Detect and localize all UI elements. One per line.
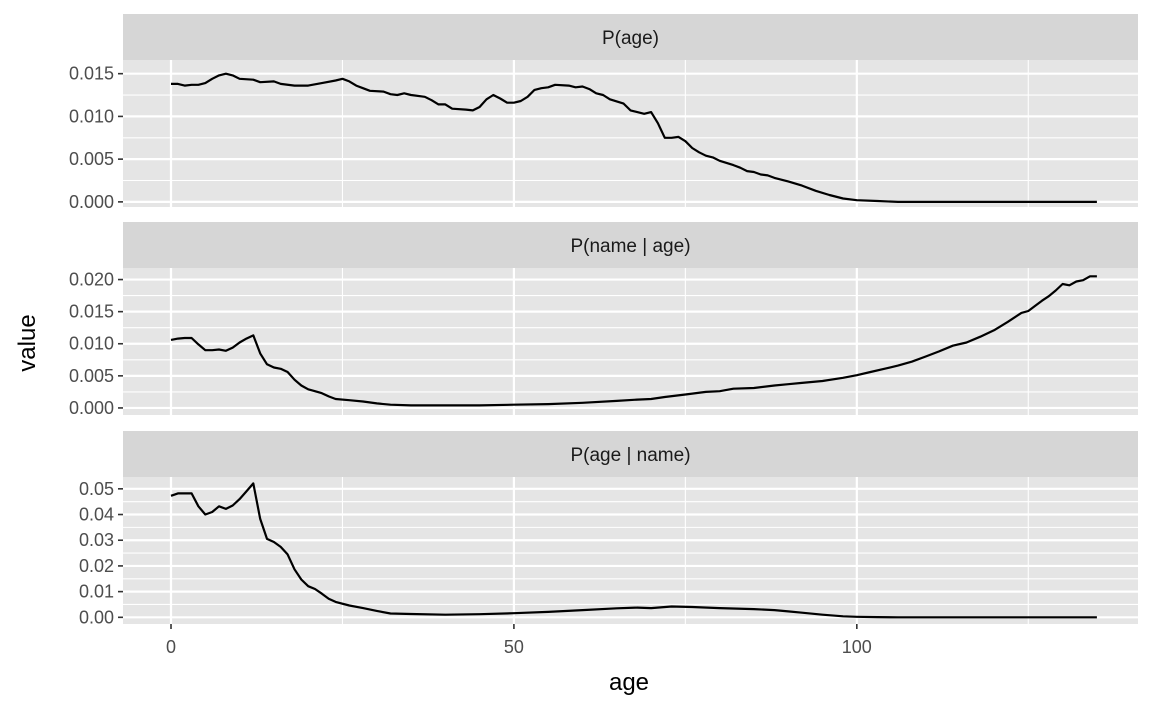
facet-strip [123, 222, 1138, 268]
panel-background [123, 268, 1138, 415]
y-tick-label: 0.02 [79, 556, 114, 576]
panel-2: P(name | age) 0.000 0.005 0.010 0.015 0.020 [69, 222, 1138, 418]
facet-strip-label: P(age) [602, 28, 659, 49]
y-tick-label: 0.005 [69, 149, 114, 169]
data-line [170, 275, 1097, 407]
facet-strip [123, 14, 1138, 60]
y-axis-title: value [14, 314, 41, 371]
y-tick-label: 0.000 [69, 192, 114, 212]
y-tick-label: 0.00 [79, 607, 114, 627]
y-tick-label: 0.010 [69, 106, 114, 126]
facet-strip-label: P(name | age) [570, 236, 690, 257]
y-tick-label: 0.010 [69, 334, 114, 354]
panel-background [123, 477, 1138, 624]
x-axis-title: age [609, 669, 649, 696]
y-tick-label: 0.05 [79, 479, 114, 499]
data-line [170, 482, 1097, 619]
y-tick-label: 0.020 [69, 270, 114, 290]
y-tick-label: 0.01 [79, 582, 114, 602]
y-tick-label: 0.015 [69, 64, 114, 84]
panel-1: P(age) 0.000 0.005 0.010 0.015 [69, 14, 1138, 212]
facet-strip-label: P(age | name) [570, 445, 690, 466]
x-tick-label: 100 [842, 637, 872, 657]
y-tick-label: 0.005 [69, 366, 114, 386]
y-tick-label: 0.03 [79, 530, 114, 550]
y-tick-label: 0.04 [79, 505, 114, 525]
data-line [171, 72, 1097, 203]
facet-strip [123, 431, 1138, 477]
y-tick-label: 0.000 [69, 398, 114, 418]
x-tick-label: 0 [166, 637, 176, 657]
panel-3: P(age | name) 0.00 0.01 0.02 0.03 0.04 0.05 [79, 431, 1138, 627]
y-tick-label: 0.015 [69, 302, 114, 322]
x-tick-label: 50 [504, 637, 524, 657]
